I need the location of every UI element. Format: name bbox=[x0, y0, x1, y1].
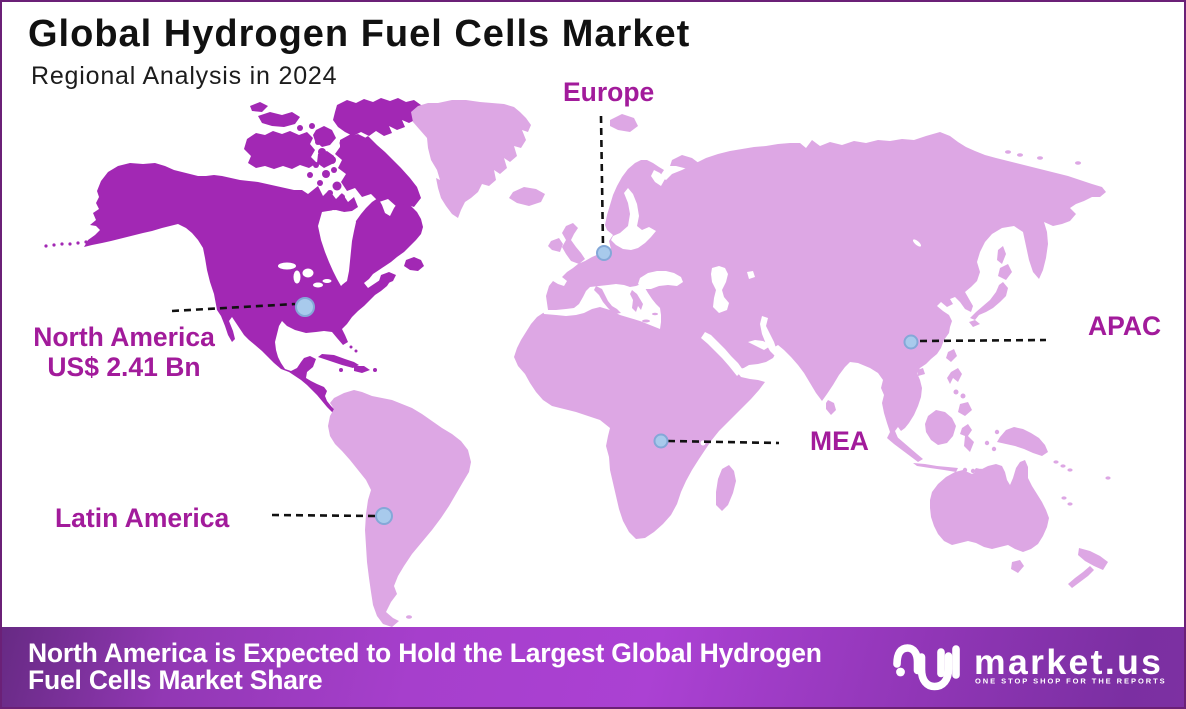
svg-text:ONE STOP SHOP FOR THE REPORTS: ONE STOP SHOP FOR THE REPORTS bbox=[975, 677, 1167, 686]
svg-text:market.us: market.us bbox=[974, 642, 1163, 682]
